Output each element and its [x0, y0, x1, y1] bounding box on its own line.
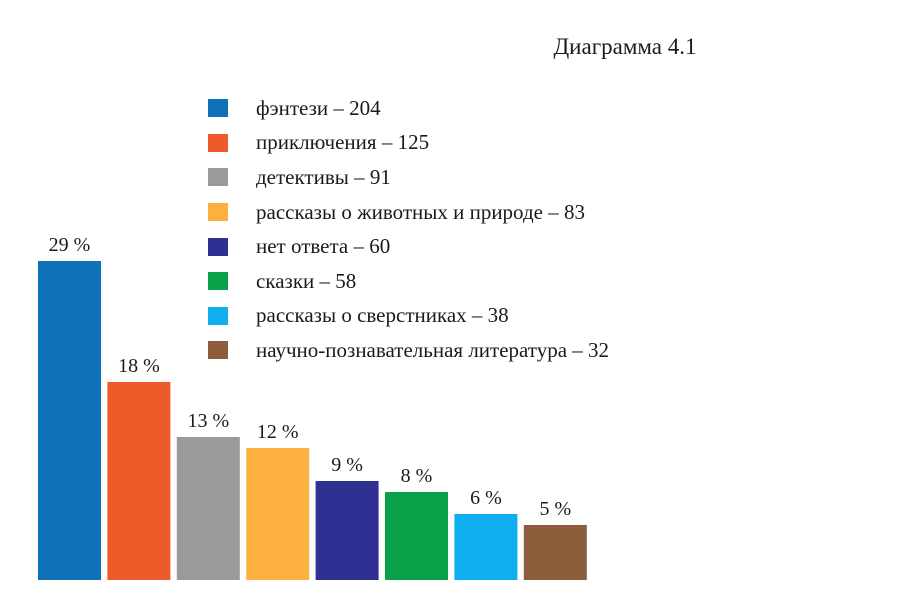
chart-title: Диаграмма 4.1 [553, 34, 697, 59]
legend-label: детективы – 91 [256, 164, 391, 189]
bar-labels-group: 29 % 18 % 13 % 12 % 9 % 8 % 6 % 5 % [49, 234, 571, 520]
legend-item: сказки – 58 [208, 264, 609, 299]
bar-data-label-1: 29 % [49, 234, 91, 256]
legend-swatch [208, 341, 228, 360]
bar-data-label-8: 5 % [539, 498, 571, 520]
legend-swatch [208, 99, 228, 118]
legend: фэнтези – 204 приключения – 125 детективы … [208, 91, 609, 368]
legend-item: нет ответа – 60 [208, 229, 609, 264]
legend-item: рассказы о животных и природе – 83 [208, 195, 609, 230]
legend-swatch [208, 168, 228, 187]
bar-data-label-2: 18 % [118, 355, 160, 377]
bar-data-label-3: 13 % [187, 410, 229, 432]
legend-swatch [208, 203, 228, 222]
bar-data-label-4: 12 % [257, 421, 299, 443]
legend-label: рассказы о сверстниках – 38 [256, 303, 509, 328]
bar-6 [385, 492, 448, 580]
legend-item: научно-познавательная литература – 32 [208, 333, 609, 368]
legend-swatch [208, 306, 228, 325]
bar-data-label-7: 6 % [470, 487, 502, 509]
legend-label: сказки – 58 [256, 268, 357, 293]
legend-item: фэнтези – 204 [208, 91, 609, 126]
bar-2 [107, 382, 171, 580]
bar-1 [38, 261, 101, 580]
legend-item: детективы – 91 [208, 160, 609, 195]
bar-data-label-5: 9 % [331, 454, 363, 476]
bar-data-label-6: 8 % [401, 465, 433, 487]
legend-label: научно-познавательная литература – 32 [256, 337, 610, 362]
legend-label: нет ответа – 60 [256, 234, 391, 259]
legend-swatch [208, 133, 228, 152]
bar-3 [176, 437, 240, 580]
bar-4 [246, 448, 310, 580]
legend-label: рассказы о животных и природе – 83 [256, 199, 585, 224]
bar-7 [454, 514, 518, 580]
bar-8 [523, 525, 587, 580]
legend-swatch [208, 237, 228, 256]
legend-item: рассказы о сверстниках – 38 [208, 299, 609, 334]
legend-label: фэнтези – 204 [256, 95, 381, 120]
bar-5 [315, 481, 379, 580]
legend-label: приключения – 125 [256, 130, 430, 155]
legend-item: приключения – 125 [208, 126, 609, 161]
legend-swatch [208, 272, 228, 291]
bars-group [38, 261, 587, 580]
